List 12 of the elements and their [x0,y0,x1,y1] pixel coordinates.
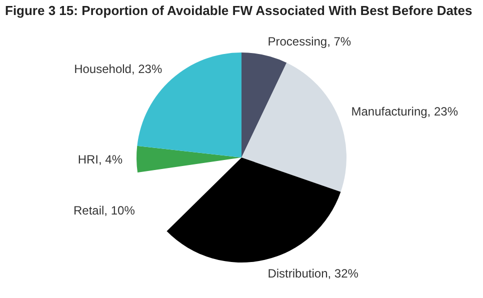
slice-label: Household, 23% [74,62,162,76]
slice-label: HRI, 4% [78,152,123,166]
pie-slice [242,62,346,192]
slice-label: Processing, 7% [268,34,352,48]
pie-slice [137,52,242,158]
pie-slice [166,158,341,262]
pie-slice [242,52,287,158]
pie-slice [136,146,242,172]
slice-label: Retail, 10% [74,203,136,218]
slice-label: Manufacturing, 23% [351,104,458,119]
chart-title: Figure 3 15: Proportion of Avoidable FW Associated With Best Before Dates [5,3,472,18]
slice-label: Distribution, 32% [268,266,359,281]
